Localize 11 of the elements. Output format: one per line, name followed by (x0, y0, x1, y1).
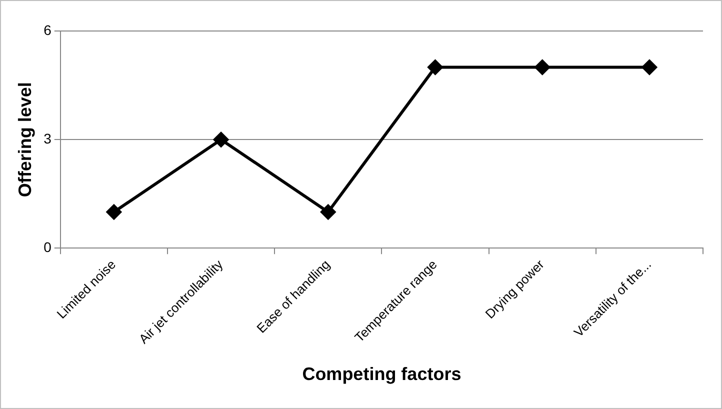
point (106, 204, 122, 220)
y-tick-label: 6 (44, 22, 52, 38)
point (214, 132, 229, 148)
y-axis-title: Offering level (14, 82, 35, 198)
y-tick-label: 0 (44, 239, 52, 256)
point (642, 60, 657, 75)
point (320, 204, 336, 220)
x-axis-title: Competing factors (302, 364, 462, 384)
point (428, 60, 443, 75)
y-tick-label: 3 (44, 130, 52, 146)
point (534, 60, 550, 75)
